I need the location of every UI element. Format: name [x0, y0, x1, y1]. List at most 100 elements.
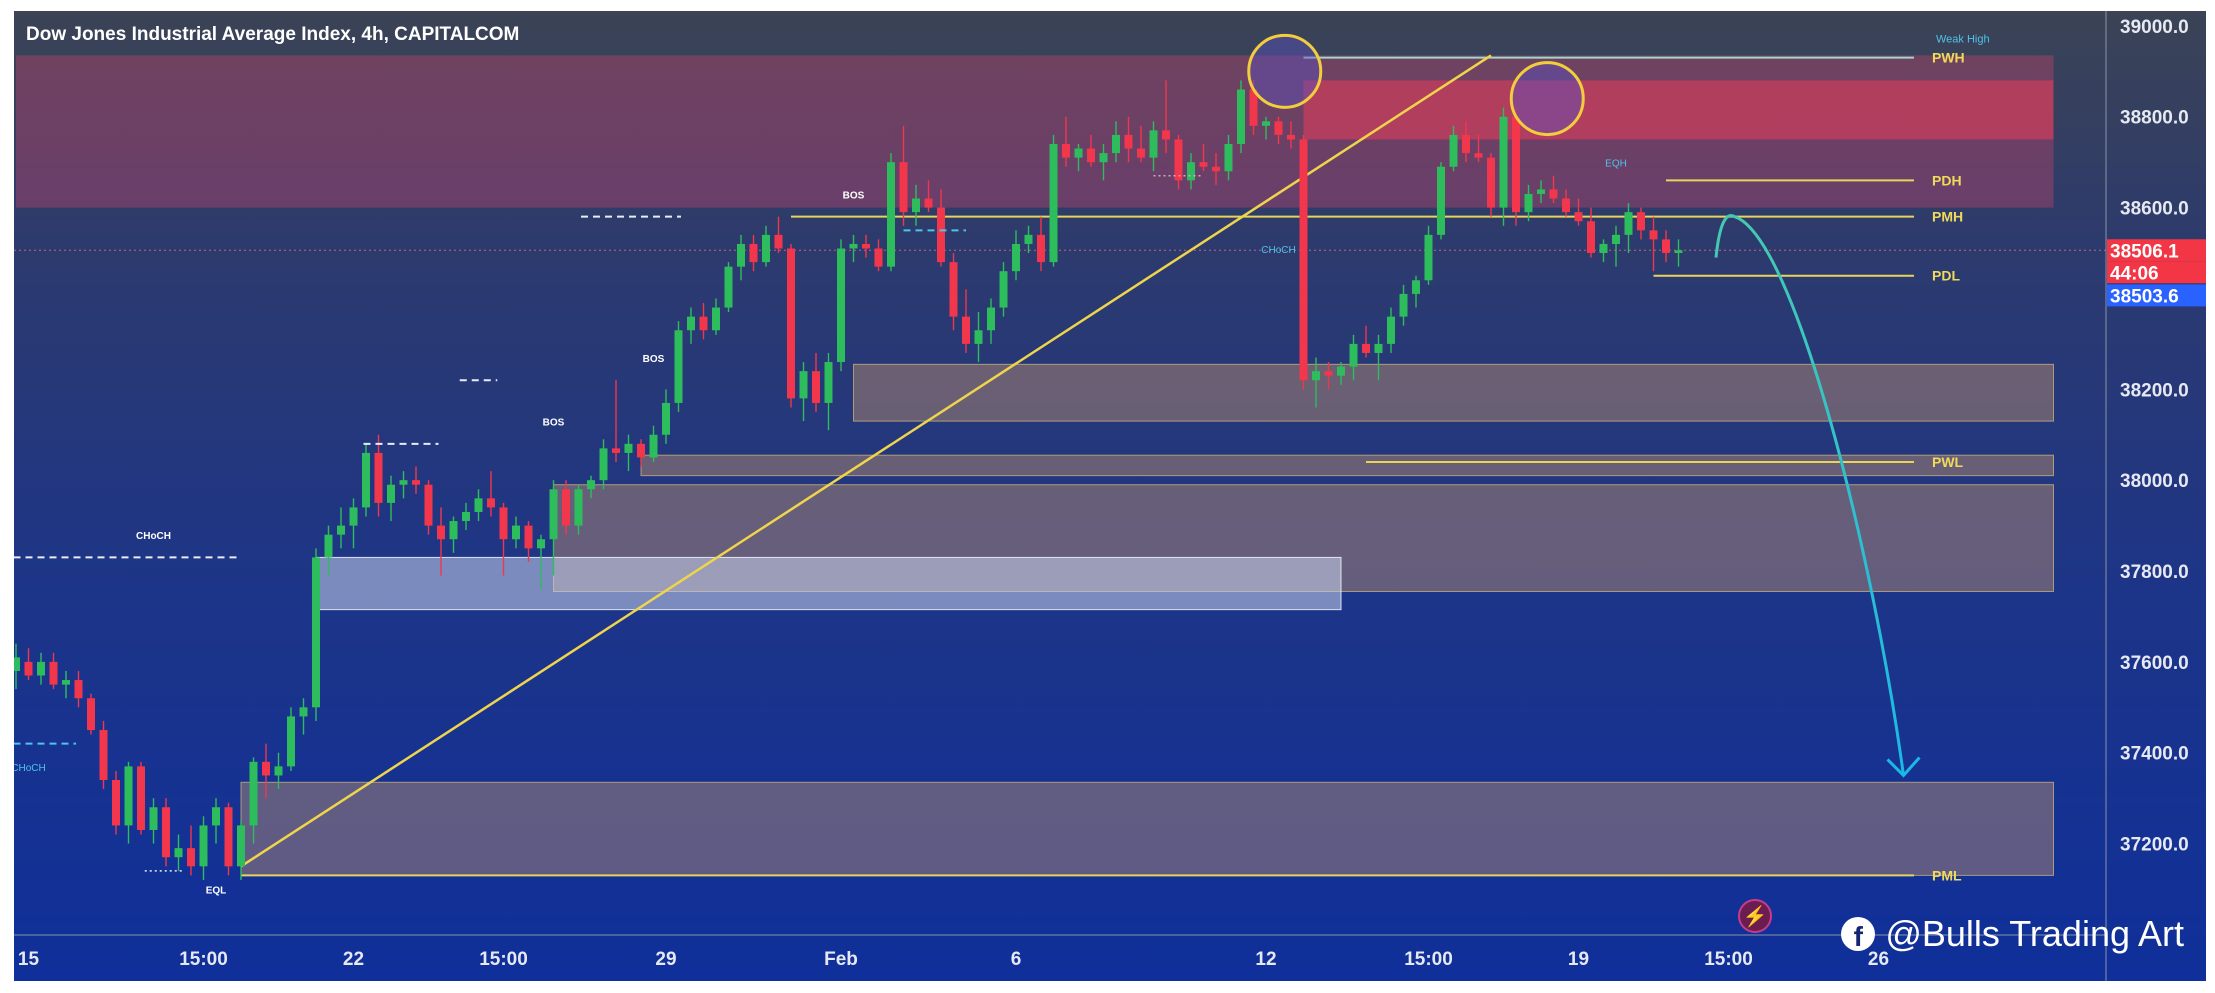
bearish-candle — [1087, 148, 1095, 163]
annotation-choch: CHoCH — [136, 531, 171, 542]
bullish-candle — [1524, 193, 1533, 213]
bearish-candle — [49, 661, 58, 685]
price-tag-label: 44:06 — [2110, 263, 2159, 284]
bullish-candle — [1599, 243, 1608, 254]
bullish-candle — [1187, 162, 1195, 181]
bullish-candle — [62, 680, 70, 685]
annotation-bos: BOS — [543, 418, 565, 429]
bullish-candle — [1437, 166, 1445, 235]
y-axis-tick-label: 37400.0 — [2120, 744, 2189, 765]
bullish-candle — [724, 266, 733, 308]
bullish-candle — [1499, 116, 1508, 208]
x-axis-tick-label: 29 — [655, 949, 676, 970]
bearish-candle — [874, 248, 883, 267]
bullish-candle — [1312, 371, 1320, 381]
bearish-candle — [187, 848, 195, 867]
bearish-candle — [812, 371, 820, 403]
bearish-candle — [162, 807, 170, 858]
facebook-icon: f — [1841, 917, 1876, 951]
bullish-candle — [662, 402, 670, 435]
highlight-circle — [1509, 61, 1585, 137]
bearish-candle — [1512, 116, 1520, 213]
bearish-candle — [612, 448, 620, 453]
bullish-candle — [37, 661, 45, 676]
bullish-candle — [274, 766, 283, 776]
bearish-candle — [1587, 221, 1595, 254]
level-label-pdl: PDL — [1932, 268, 1960, 284]
bullish-candle — [987, 307, 995, 331]
bearish-candle — [262, 761, 270, 776]
bullish-candle — [237, 825, 245, 867]
bullish-candle — [549, 489, 558, 540]
bearish-candle — [1274, 121, 1283, 135]
bearish-candle — [24, 661, 33, 676]
annotation-bos: BOS — [643, 354, 665, 365]
price-tag — [2107, 284, 2206, 307]
highlight-circle — [1247, 33, 1323, 109]
bearish-candle — [862, 243, 870, 249]
bullish-candle — [849, 243, 858, 249]
x-axis-tick-label: Feb — [824, 949, 858, 970]
bullish-candle — [1349, 343, 1358, 367]
demand-zone — [240, 781, 2054, 876]
chart-title: Dow Jones Industrial Average Index, 4h, … — [26, 24, 520, 45]
annotation-choch: CHoCH — [1261, 245, 1295, 256]
bullish-candle — [1049, 144, 1058, 263]
bullish-candle — [624, 443, 633, 453]
bullish-candle — [762, 234, 770, 263]
bearish-candle — [1174, 139, 1183, 181]
bullish-candle — [512, 525, 520, 540]
bullish-candle — [124, 766, 133, 826]
bearish-candle — [1162, 130, 1170, 140]
bearish-candle — [74, 680, 83, 699]
bearish-candle — [412, 480, 420, 485]
bearish-candle — [1362, 343, 1370, 353]
bullish-candle — [837, 248, 845, 363]
bullish-candle — [1149, 130, 1158, 158]
bullish-candle — [712, 307, 720, 331]
price-tag — [2107, 239, 2206, 262]
supply-strong-zone — [1303, 80, 2054, 140]
bearish-candle — [1062, 144, 1070, 158]
level-label-pwh: PWH — [1932, 50, 1965, 66]
bullish-candle — [14, 657, 20, 671]
level-label-pdh: PDH — [1932, 172, 1962, 188]
bullish-candle — [599, 448, 608, 481]
x-axis-tick-label: 6 — [1011, 949, 1022, 970]
bearish-candle — [224, 807, 233, 867]
bearish-candle — [1299, 139, 1308, 381]
bullish-candle — [1612, 234, 1620, 244]
projection-arrowhead — [1886, 756, 1921, 778]
bearish-candle — [1637, 212, 1645, 231]
bullish-candle — [1449, 134, 1458, 167]
bullish-candle — [324, 534, 333, 558]
bearish-candle — [499, 507, 508, 540]
bearish-candle — [699, 316, 708, 331]
bullish-candle — [1224, 144, 1233, 172]
bullish-candle — [912, 198, 920, 213]
trendline — [240, 54, 1492, 868]
bearish-candle — [1137, 148, 1145, 158]
y-axis-tick-label: 37200.0 — [2120, 835, 2189, 856]
bullish-candle — [1237, 89, 1245, 144]
lightning-icon[interactable]: ⚡ — [1738, 899, 1772, 933]
bullish-candle — [1624, 212, 1633, 235]
bullish-candle — [799, 371, 808, 399]
y-axis-tick-label: 38200.0 — [2120, 380, 2189, 401]
bullish-candle — [537, 539, 545, 549]
bearish-candle — [1662, 239, 1670, 254]
bearish-candle — [1124, 134, 1133, 149]
x-axis-tick-label: 26 — [1868, 949, 1889, 970]
chart-frame: PWH PDH PMH PDL PWL PML Weak High BOS BOS BOS CHo… — [14, 11, 2206, 981]
bullish-candle — [999, 271, 1008, 308]
bearish-candle — [937, 207, 945, 263]
bearish-candle — [524, 525, 533, 549]
bullish-candle — [1374, 343, 1383, 353]
bearish-candle — [437, 525, 445, 540]
bullish-candle — [687, 316, 695, 331]
bearish-candle — [949, 262, 958, 317]
bearish-candle — [1199, 162, 1208, 167]
bearish-candle — [1287, 134, 1295, 140]
y-axis-tick-label: 38600.0 — [2120, 199, 2189, 220]
bearish-candle — [1487, 157, 1495, 208]
